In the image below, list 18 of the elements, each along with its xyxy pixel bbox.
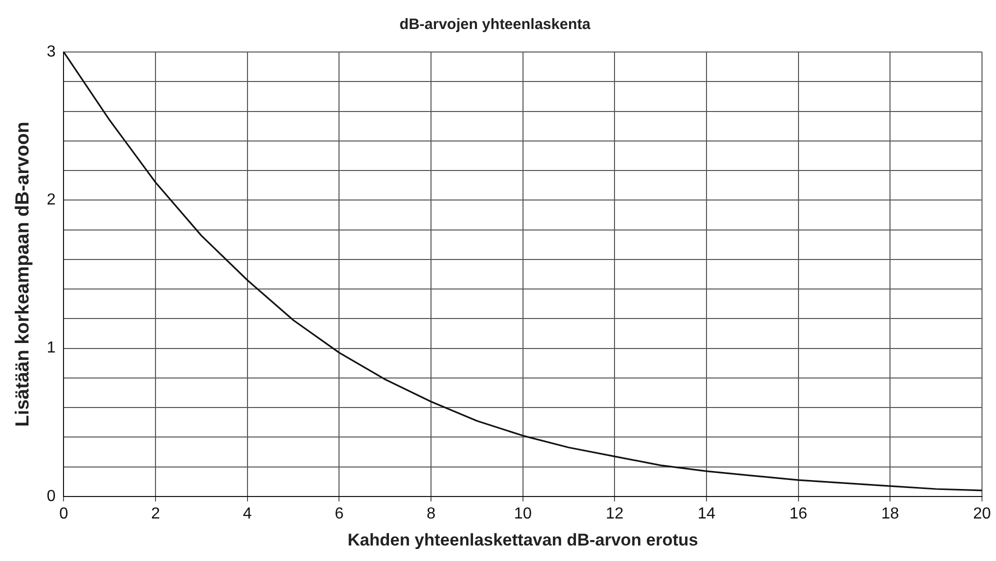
y-tick-label: 2 [46,192,56,209]
x-tick-label: 4 [242,505,252,522]
x-axis-title: Kahden yhteenlaskettavan dB-arvon erotus [348,530,698,550]
y-tick-label: 1 [46,340,56,357]
x-tick-label: 16 [789,505,808,522]
x-tick-label: 14 [698,505,716,522]
y-tick-label: 3 [46,43,56,60]
y-tick-label: 0 [46,488,56,505]
x-tick-label: 6 [334,505,344,522]
x-tick-label: 2 [151,505,160,522]
x-tick-label: 0 [59,505,68,522]
chart-title: dB-arvojen yhteenlaskenta [400,16,592,34]
x-tick-label: 20 [973,505,991,522]
x-tick-label: 8 [426,505,436,522]
x-tick-label: 12 [606,505,624,522]
x-tick-label: 18 [881,505,900,522]
y-axis-title: Lisätään korkeampaan dB-arvoon [12,122,34,427]
x-tick-label: 10 [514,505,532,522]
